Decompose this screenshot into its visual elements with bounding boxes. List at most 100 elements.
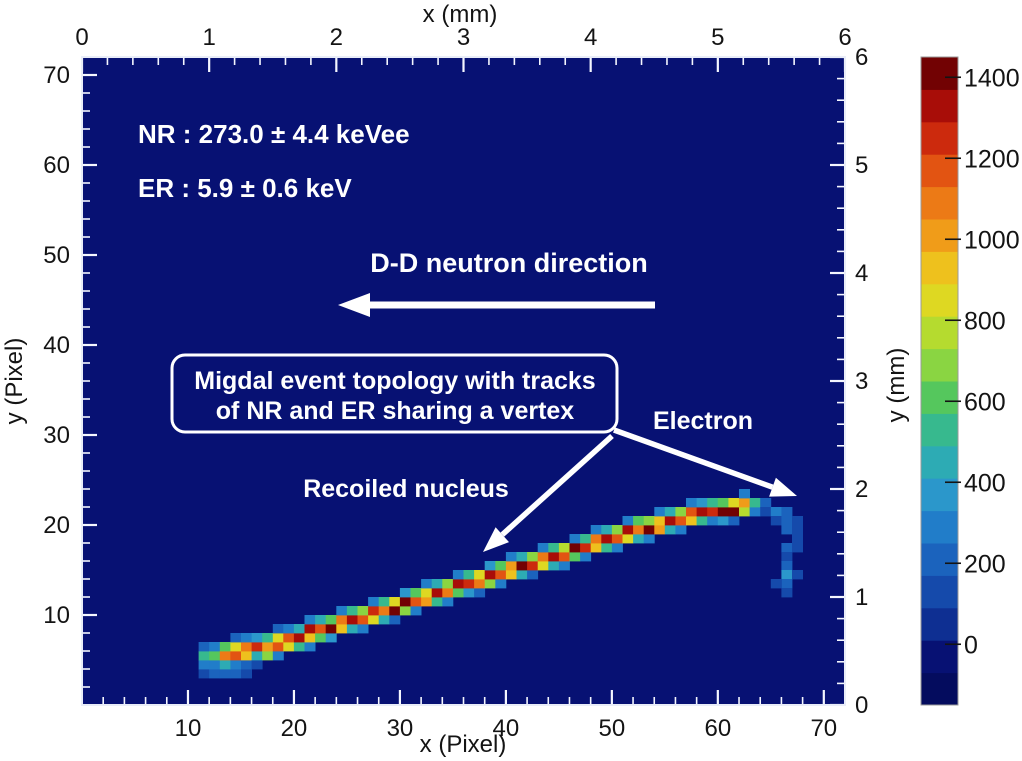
heatmap-cell: [792, 516, 803, 526]
heatmap-cell: [251, 633, 263, 643]
heatmap-cell: [580, 543, 592, 553]
heatmap-cell: [558, 561, 570, 571]
heatmap-cell: [664, 516, 676, 526]
heatmap-cell: [431, 579, 443, 589]
heatmap-cell: [505, 570, 517, 580]
heatmap-cell: [198, 669, 210, 679]
heatmap-cell: [463, 570, 475, 580]
heatmap-cell: [548, 543, 560, 553]
heatmap-cell: [717, 516, 729, 526]
heatmap-cell: [198, 651, 210, 661]
heatmap-cell: [781, 507, 793, 517]
heatmap-cell: [283, 642, 295, 652]
heatmap-cell: [389, 597, 401, 607]
heatmap-cell: [696, 498, 708, 508]
heatmap-cell: [484, 570, 496, 580]
colorbar-band: [921, 510, 958, 544]
heatmap-cell: [516, 552, 528, 562]
colorbar-band: [921, 640, 958, 674]
heatmap-cell: [452, 570, 464, 580]
heatmap-cell: [336, 624, 348, 634]
topology-box-line1: Migdal event topology with tracks: [194, 367, 595, 395]
colorbar-band: [921, 381, 958, 414]
top-axis-tick-label: 1: [202, 24, 215, 51]
colorbar-band: [921, 575, 958, 609]
heatmap-cell: [664, 507, 676, 517]
heatmap-cell: [368, 597, 380, 607]
top-axis-title: x (mm): [423, 1, 498, 28]
colorbar-tick-label: 1400: [964, 64, 1020, 92]
heatmap-cell: [792, 525, 803, 535]
heatmap-cell: [241, 669, 252, 679]
right-axis-tick-label: 0: [855, 692, 868, 719]
colorbar-band: [921, 121, 958, 155]
heatmap-cell: [611, 534, 623, 544]
bottom-axis-tick-label: 50: [599, 715, 626, 742]
heatmap-cell: [378, 597, 390, 607]
heatmap-cell: [654, 516, 666, 526]
heatmap-cell: [633, 516, 645, 526]
top-axis-tick-label: 4: [584, 24, 597, 51]
heatmap-cell: [558, 552, 570, 562]
heatmap-cell: [739, 498, 750, 508]
heatmap-cell: [633, 525, 645, 535]
bottom-axis-tick-label: 60: [704, 715, 731, 742]
heatmap-cell: [474, 570, 486, 580]
heatmap-cell: [537, 552, 549, 562]
heatmap-cell: [357, 624, 369, 634]
plot-frame: [81, 56, 846, 706]
heatmap-cell: [230, 669, 242, 679]
heatmap-cell: [325, 615, 337, 625]
colorbar-tick-label: 600: [964, 388, 1006, 416]
heatmap-cell: [357, 615, 369, 625]
right-axis-tick-label: 4: [855, 260, 868, 287]
heatmap-cell: [495, 579, 507, 589]
heatmap-cell: [696, 507, 708, 517]
colorbar-band: [921, 251, 958, 285]
colorbar-band: [921, 283, 958, 317]
heatmap-cell: [241, 660, 252, 670]
heatmap-cell: [463, 588, 475, 598]
right-axis-tick-label: 1: [855, 584, 868, 611]
heatmap-cell: [611, 525, 623, 535]
heatmap-cell: [421, 588, 433, 598]
colorbar-tick-label: 400: [964, 469, 1006, 497]
heatmap-cell: [325, 624, 337, 634]
topology-annotation-box: [170, 353, 619, 434]
heatmap-cell: [230, 642, 242, 652]
heatmap-cell: [760, 507, 772, 517]
heatmap-cell: [770, 579, 782, 589]
heatmap-cell: [792, 543, 803, 553]
recoil-arrow: [500, 433, 614, 537]
heatmap-cell: [686, 498, 697, 508]
heatmap-cell: [537, 561, 549, 571]
colorbar-band: [921, 445, 958, 479]
right-axis-tick-label: 3: [855, 368, 868, 395]
bottom-axis-tick-label: 10: [175, 715, 202, 742]
heatmap-cell: [527, 561, 539, 571]
topology-box-line2: of NR and ER sharing a vertex: [216, 397, 575, 425]
heatmap-cell: [442, 597, 454, 607]
colorbar-band: [921, 413, 958, 447]
bottom-axis-tick-label: 70: [810, 715, 837, 742]
heatmap-cell: [707, 516, 719, 526]
heatmap-cell: [357, 606, 369, 616]
top-axis-tick-label: 5: [711, 24, 724, 51]
heatmap-cell: [654, 507, 666, 517]
heatmap-cell: [198, 660, 210, 670]
heatmap-cell: [241, 651, 252, 661]
recoil-arrow-head: [483, 527, 509, 552]
heatmap-cell: [378, 606, 390, 616]
left-axis-tick-label: 20: [43, 512, 70, 539]
heatmap-cell: [484, 561, 496, 571]
heatmap-cell: [749, 507, 761, 517]
heatmap-cell: [399, 588, 411, 598]
heatmap-cell: [558, 543, 570, 553]
heatmap-cell: [474, 579, 486, 589]
electron-arrow: [613, 427, 774, 490]
bottom-axis-title: x (Pixel): [420, 731, 507, 758]
bottom-axis-tick-label: 20: [281, 715, 308, 742]
heatmap-cell: [346, 624, 358, 634]
heatmap-cell: [739, 507, 750, 517]
heatmap-cell: [781, 516, 793, 526]
